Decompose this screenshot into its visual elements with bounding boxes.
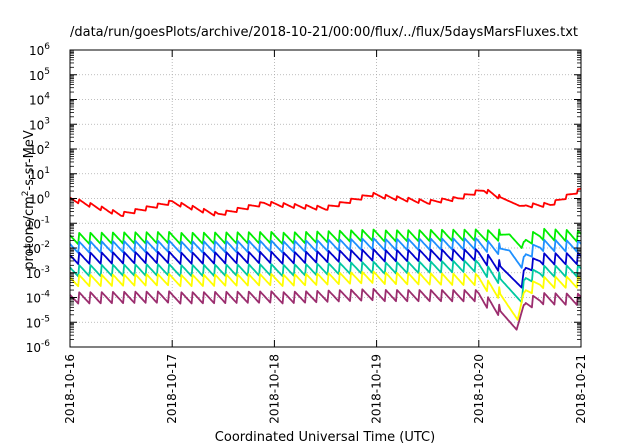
y-axis-label: protons/cm2-s-sr-MeV (21, 130, 37, 270)
series-line-6 (69, 270, 582, 321)
chart-title: /data/run/goesPlots/archive/2018-10-21/0… (70, 25, 578, 40)
series-line-2 (69, 227, 582, 249)
y-tick-label: 106 (29, 42, 50, 58)
y-tick-label: 103 (29, 116, 50, 132)
x-tick-label: 2018-10-17 (165, 354, 179, 424)
series-line-7 (69, 287, 582, 331)
x-tick-label: 2018-10-19 (370, 354, 384, 424)
y-tick-label: 104 (29, 92, 50, 108)
y-tick-label: 10-5 (26, 314, 50, 330)
x-tick-label: 2018-10-16 (63, 354, 77, 424)
y-tick-label: 105 (29, 67, 50, 83)
y-tick-label: 10-1 (26, 215, 50, 231)
x-axis-label: Coordinated Universal Time (UTC) (215, 430, 435, 445)
y-axis: 10-6 10-5 10-4 10-3 10-2 10-1 100 101 102 103 104 1… (26, 42, 581, 355)
series-line-3 (69, 237, 582, 269)
y-tick-label: 10-3 (26, 265, 50, 281)
x-tick-label: 2018-10-20 (472, 354, 486, 424)
x-tick-label: 2018-10-21 (574, 354, 588, 424)
y-tick-label: 102 (29, 141, 50, 157)
y-tick-label: 10-6 (26, 339, 51, 355)
x-axis: 2018-10-16 2018-10-17 2018-10-18 2018-10-19… (63, 50, 588, 424)
series-line-4 (69, 248, 582, 289)
series-line-1 (69, 187, 582, 218)
series-line-5 (69, 259, 582, 304)
y-tick-label: 10-2 (26, 240, 50, 256)
y-tick-label: 100 (29, 191, 50, 207)
y-tick-label: 10-4 (26, 290, 51, 306)
y-tick-label: 101 (29, 166, 50, 182)
series-group (69, 187, 582, 331)
x-tick-label: 2018-10-18 (267, 354, 281, 424)
